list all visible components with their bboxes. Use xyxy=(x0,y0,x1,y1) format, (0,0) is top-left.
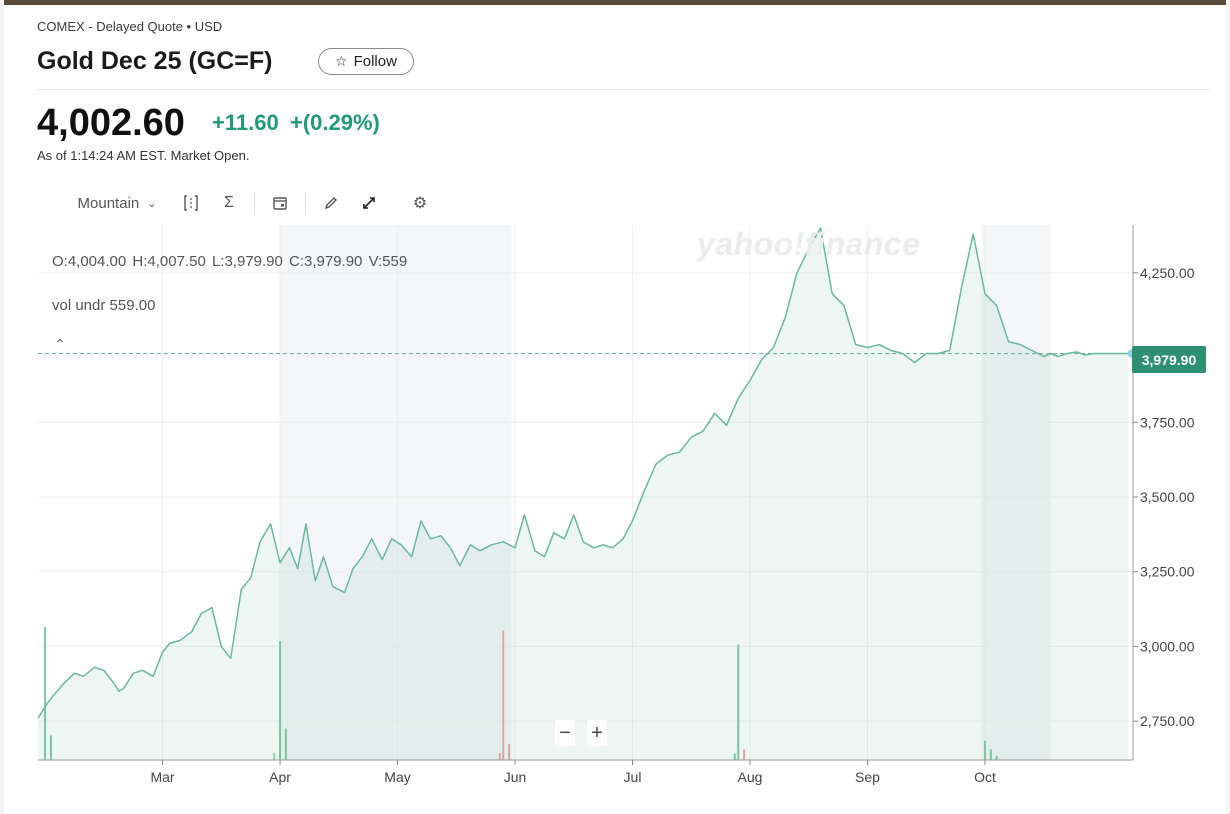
y-tick-label: 3,000.00 xyxy=(1140,638,1195,654)
area-fill xyxy=(38,228,1129,760)
price-change: +11.60 xyxy=(212,110,279,135)
volume-bar xyxy=(284,728,287,760)
date-range-icon xyxy=(273,197,287,210)
collapse-legend-icon[interactable]: ⌃ xyxy=(54,336,66,352)
page-title: Gold Dec 25 (GC=F) xyxy=(37,47,273,75)
last-price-tag: 3,979.90 xyxy=(1132,346,1206,373)
follow-button[interactable]: ☆ Follow xyxy=(318,48,414,75)
volume-legend: vol undr 559.00 xyxy=(52,297,156,314)
volume-bar xyxy=(273,753,276,760)
toolbar-separator xyxy=(305,192,306,214)
volume-bar xyxy=(743,749,746,760)
toolbar-separator xyxy=(254,192,255,214)
exchange-label: COMEX - Delayed Quote • USD xyxy=(37,19,223,34)
zoom-controls: − + xyxy=(555,720,607,746)
header-divider xyxy=(37,89,1210,90)
draw-icon xyxy=(324,197,337,210)
volume-bar xyxy=(733,753,736,760)
x-tick-label: Mar xyxy=(150,769,174,785)
y-tick-label: 3,750.00 xyxy=(1140,414,1195,430)
date-range-button[interactable] xyxy=(261,188,299,218)
compare-button[interactable] xyxy=(172,188,210,218)
volume-bar xyxy=(279,641,282,760)
y-tick-label: 3,250.00 xyxy=(1140,564,1195,580)
indicators-button[interactable]: Σ xyxy=(210,188,248,218)
x-tick-label: Jun xyxy=(504,769,527,785)
shaded-band xyxy=(280,225,512,760)
ohlc-legend: O:4,004.00 H:4,007.50 L:3,979.90 C:3,979… xyxy=(52,253,408,270)
volume-bar xyxy=(995,755,998,760)
volume-bar xyxy=(983,740,986,760)
volume-bar xyxy=(508,744,511,760)
zoom-in-button[interactable]: + xyxy=(587,720,607,746)
volume-bar xyxy=(49,735,52,760)
chevron-down-icon: ⌄ xyxy=(147,197,157,210)
series-line xyxy=(37,227,1129,719)
left-edge xyxy=(0,0,4,814)
volume-bar xyxy=(502,630,505,760)
right-edge xyxy=(1226,0,1230,814)
follow-label: Follow xyxy=(353,53,397,70)
top-bar xyxy=(0,0,1230,5)
draw-button[interactable] xyxy=(312,188,350,218)
volume-bar xyxy=(737,644,740,760)
zoom-out-button[interactable]: − xyxy=(555,720,575,746)
volume-bar xyxy=(44,627,47,760)
yahoo-finance-watermark: yahoo!finance xyxy=(697,226,921,262)
shaded-band xyxy=(981,225,1051,760)
chart-toolbar: Mountain ⌄ Σ ⚙ xyxy=(62,188,439,218)
x-tick-label: Apr xyxy=(269,769,291,785)
y-tick-label: 3,500.00 xyxy=(1140,489,1195,505)
chart-type-label: Mountain xyxy=(77,194,140,212)
price-value: 4,002.60 xyxy=(37,102,185,144)
star-icon: ☆ xyxy=(335,53,348,69)
chart-type-dropdown[interactable]: Mountain ⌄ xyxy=(62,188,172,218)
timestamp: As of 1:14:24 AM EST. Market Open. xyxy=(37,148,250,163)
x-tick-label: May xyxy=(384,769,410,785)
gear-icon: ⚙ xyxy=(412,195,428,212)
x-tick-label: Sep xyxy=(855,769,880,785)
y-tick-label: 4,250.00 xyxy=(1140,265,1195,281)
compare-icon xyxy=(184,195,198,211)
x-tick-label: Jul xyxy=(624,769,642,785)
fullscreen-icon xyxy=(363,197,375,209)
y-tick-label: 2,750.00 xyxy=(1140,713,1195,729)
settings-button[interactable]: ⚙ xyxy=(401,188,439,218)
volume-bar xyxy=(989,749,992,760)
fullscreen-button[interactable] xyxy=(350,188,388,218)
volume-bar xyxy=(498,753,501,760)
price-change-percent: +(0.29%) xyxy=(290,110,380,135)
x-tick-label: Aug xyxy=(738,769,763,785)
x-tick-label: Oct xyxy=(974,769,996,785)
indicators-icon: Σ xyxy=(224,194,234,211)
